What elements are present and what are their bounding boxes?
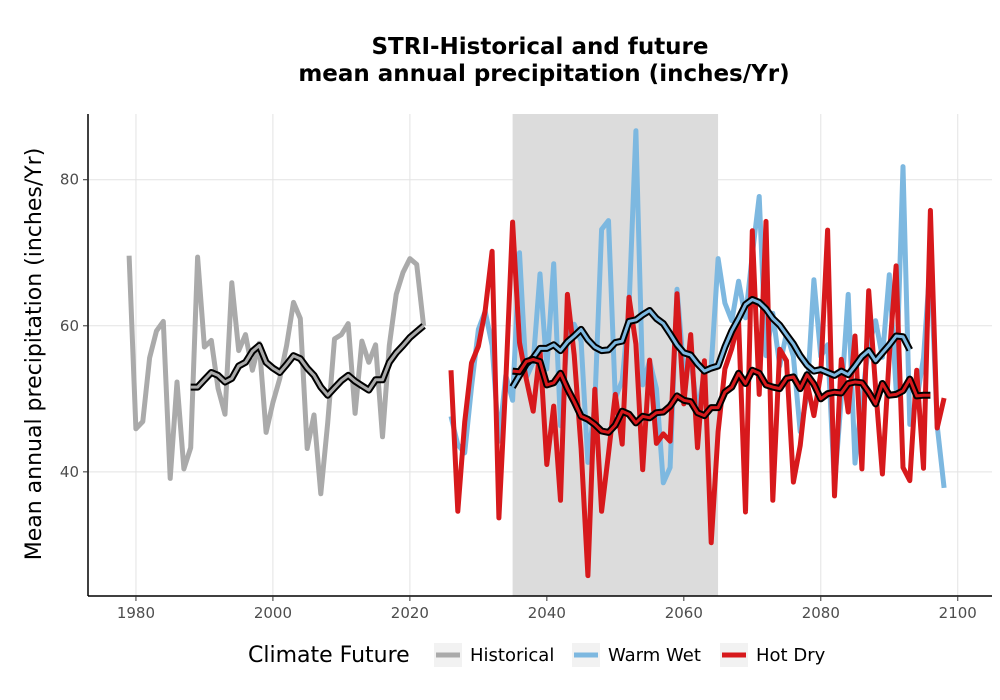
x-tick-label: 2000	[254, 604, 292, 622]
y-tick-label: 60	[60, 317, 79, 335]
x-tick-label: 2020	[391, 604, 429, 622]
smooth-line-warm-wet	[511, 298, 912, 388]
chart-title-line-1: STRI-Historical and future	[371, 34, 708, 60]
legend-title: Climate Future	[248, 643, 410, 668]
x-tick-label: 2040	[528, 604, 566, 622]
x-tick-label: 2100	[939, 604, 977, 622]
legend-label-historical: Historical	[470, 645, 554, 666]
x-tick-label: 2080	[802, 604, 840, 622]
x-tick-label: 1980	[117, 604, 155, 622]
smooth-line-historical	[190, 324, 425, 397]
y-axis-title: Mean annual precipitation (inches/Yr)	[22, 148, 47, 561]
chart-title-line-2: mean annual precipitation (inches/Yr)	[298, 61, 789, 87]
x-tick-label: 2060	[665, 604, 703, 622]
legend-label-warm-wet: Warm Wet	[608, 645, 701, 666]
series-line-historical	[126, 254, 427, 497]
legend: Climate Future Historical Warm Wet Hot D…	[248, 643, 826, 668]
series-lines	[126, 128, 947, 579]
smooth-line-hot-dry	[512, 357, 931, 434]
y-tick-label: 80	[60, 171, 79, 189]
series-line-hot-dry	[448, 207, 947, 579]
axes: 40 60 80 1980 2000 2020 2040 2060 2080 2100	[60, 114, 992, 622]
y-tick-label: 40	[60, 463, 79, 481]
legend-label-hot-dry: Hot Dry	[756, 645, 826, 666]
